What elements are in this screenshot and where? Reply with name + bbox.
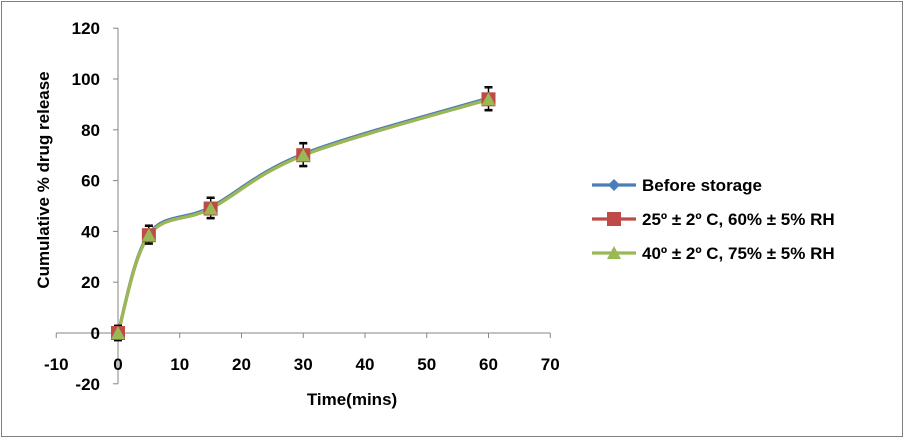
series-line-1: [116, 97, 489, 334]
y-tick-label: -20: [75, 375, 100, 394]
y-tick-labels: -20 0 20 40 60 80 100 120: [72, 19, 100, 394]
x-tick-labels: -10 0 10 20 30 40 50 60 70: [44, 355, 560, 374]
x-tick-label: 0: [113, 355, 122, 374]
x-tick-label: 30: [294, 355, 313, 374]
y-tick-label: 40: [81, 222, 100, 241]
legend-label-2: 40º ± 2º C, 75% ± 5% RH: [642, 244, 835, 263]
plot-area: [111, 86, 496, 342]
data-point-2: [111, 326, 125, 339]
legend: Before storage 25º ± 2º C, 60% ± 5% RH 40º…: [592, 176, 835, 263]
y-tick-label: 120: [72, 19, 100, 38]
y-tick-label: 60: [81, 172, 100, 191]
y-tick-label: 0: [91, 324, 100, 343]
data-point-2: [296, 148, 311, 162]
legend-label-1: 25º ± 2º C, 60% ± 5% RH: [642, 210, 835, 229]
series-line-2: [116, 97, 489, 334]
y-axis-title: Cumulative % drug release: [34, 71, 53, 288]
x-tick-label: 20: [232, 355, 251, 374]
axes: [55, 27, 551, 385]
data-point-2: [481, 92, 496, 106]
legend-marker-0: [608, 179, 620, 191]
y-tick-label: 80: [81, 121, 100, 140]
x-axis-title: Time(mins): [307, 390, 397, 409]
data-point-2: [203, 201, 218, 215]
legend-marker-1: [607, 212, 621, 226]
x-tick-label: 50: [417, 355, 436, 374]
x-tick-label: 60: [479, 355, 498, 374]
legend-label-0: Before storage: [642, 176, 762, 195]
y-tick-label: 100: [72, 70, 100, 89]
y-tick-label: 20: [81, 273, 100, 292]
x-tick-label: -10: [44, 355, 69, 374]
x-tick-label: 70: [541, 355, 560, 374]
series-line-0: [116, 96, 489, 334]
legend-marker-2: [607, 246, 621, 259]
x-tick-label: 10: [170, 355, 189, 374]
x-tick-label: 40: [356, 355, 375, 374]
data-point-2: [141, 228, 156, 242]
